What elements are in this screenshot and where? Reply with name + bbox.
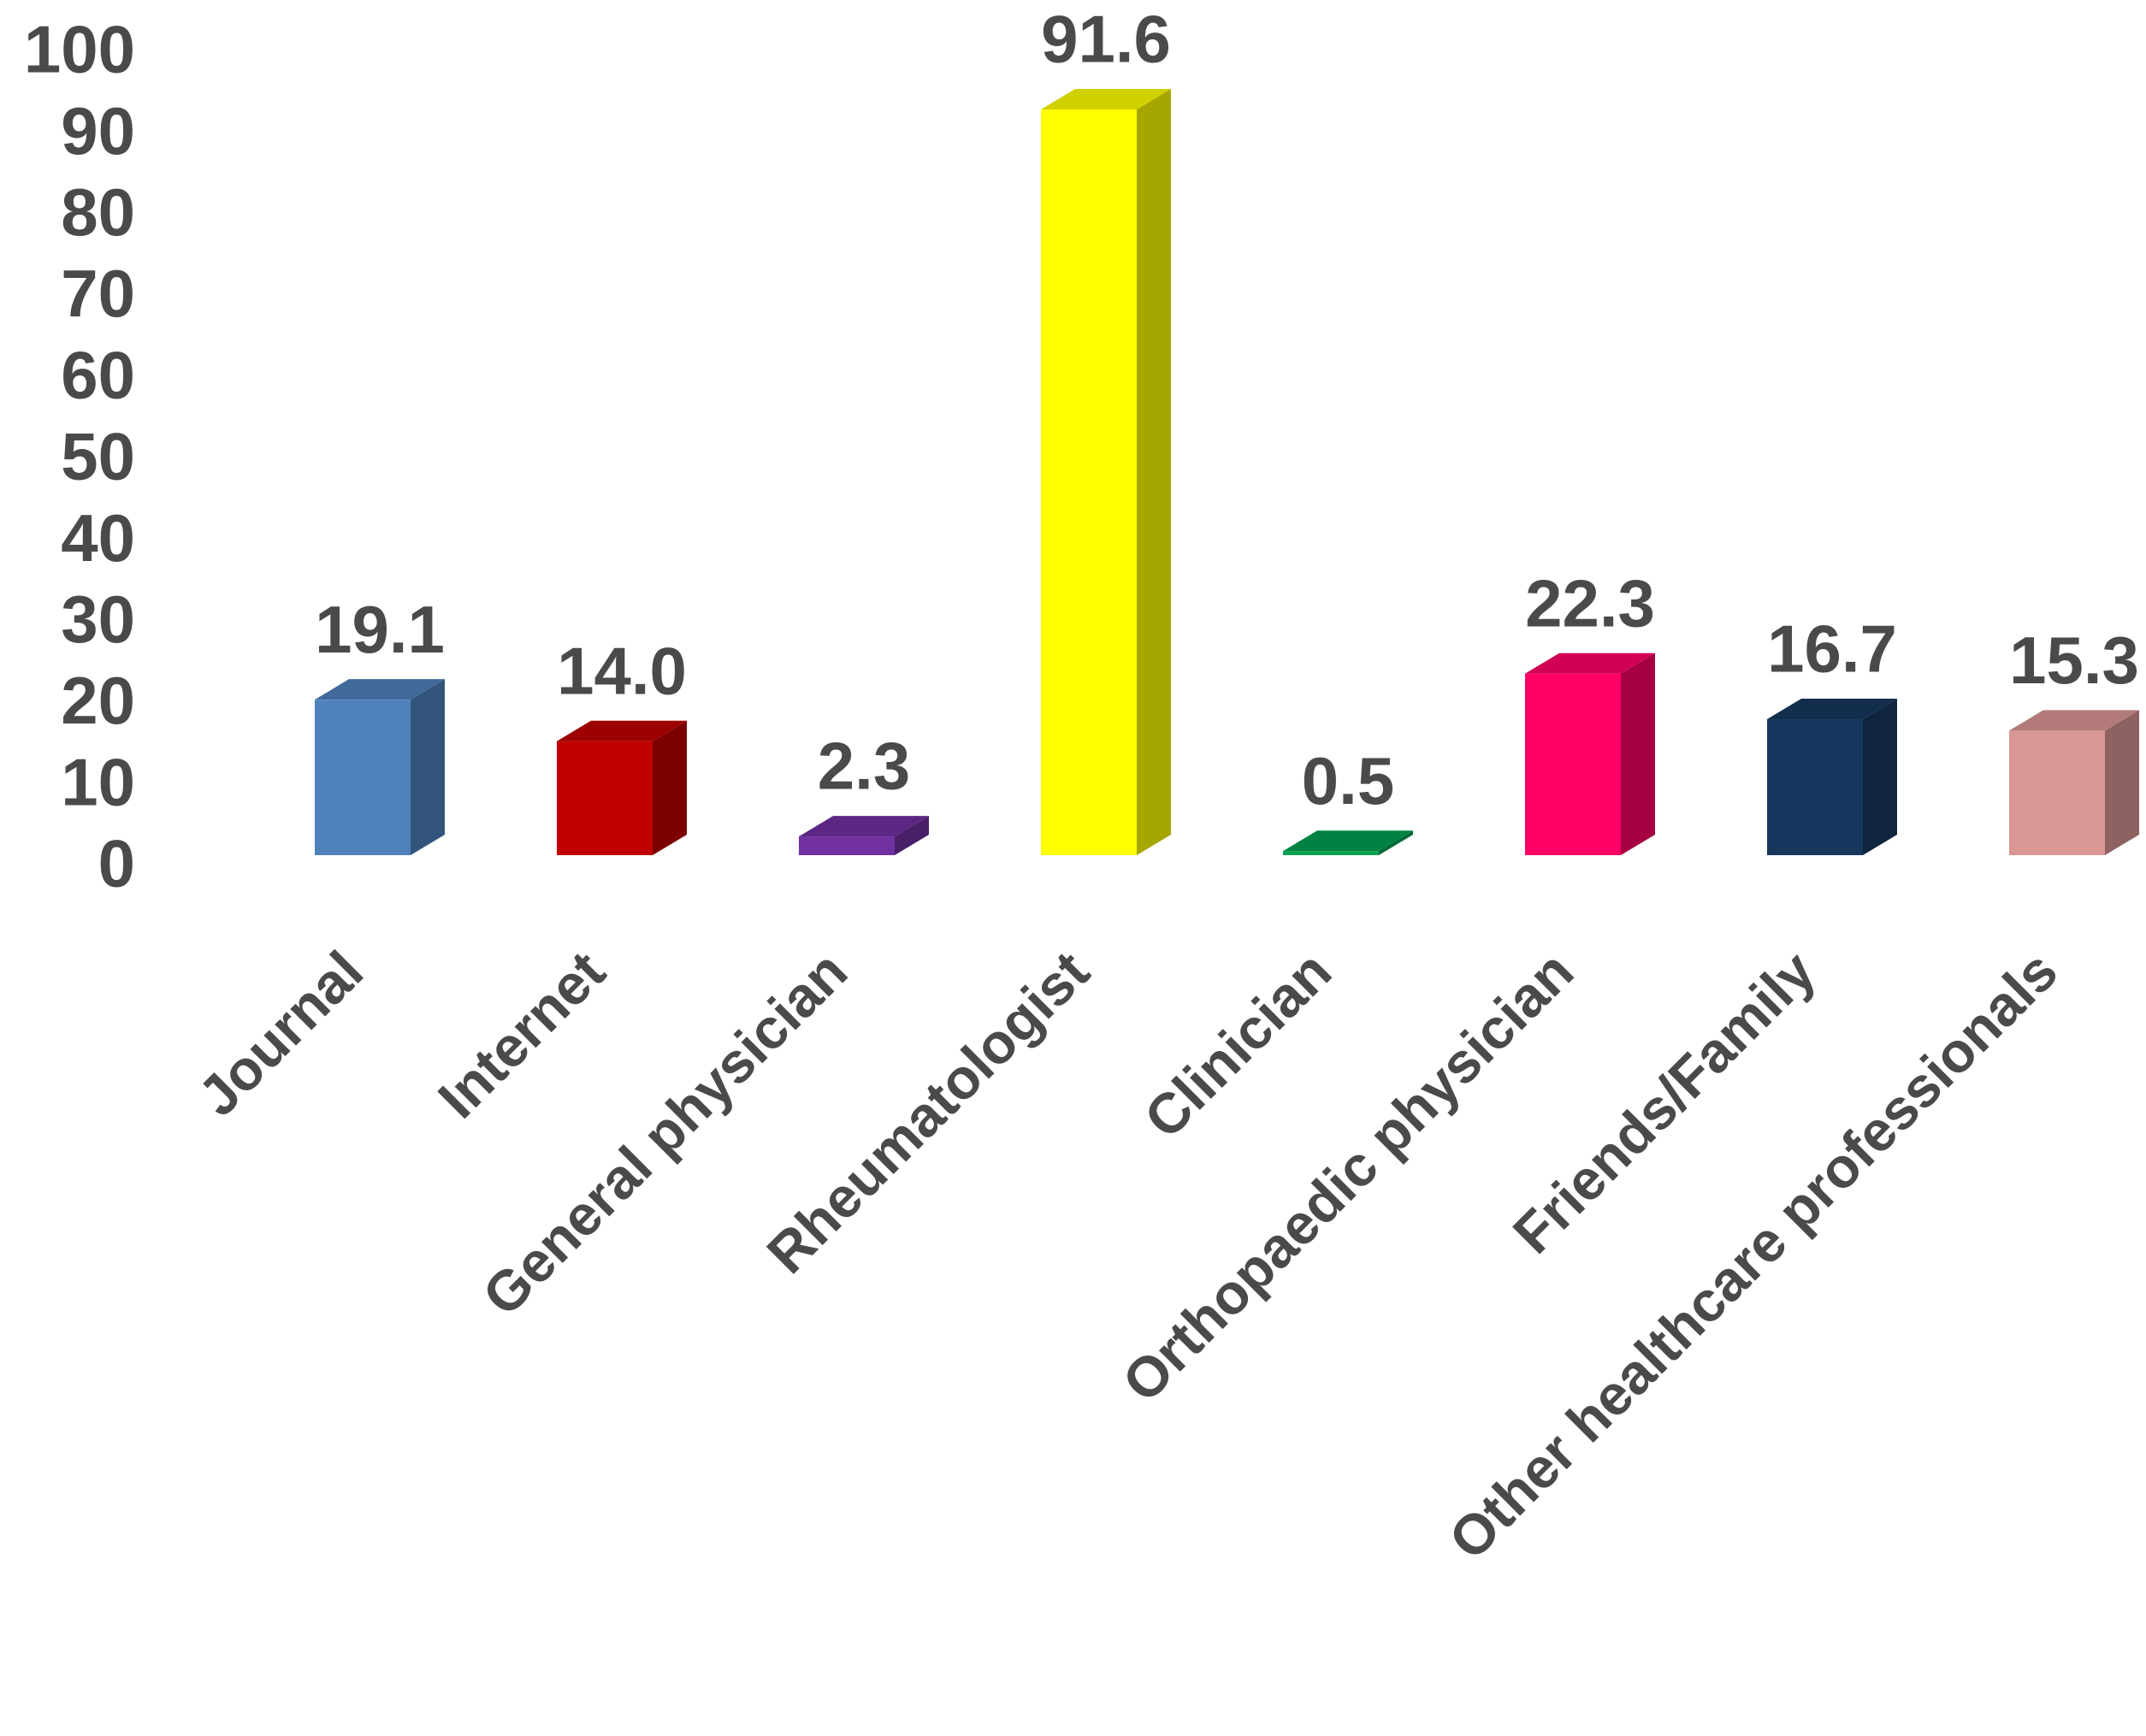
bar [315,700,411,855]
y-tick-label: 0 [98,826,135,901]
bar-top [557,720,687,741]
y-tick-label: 70 [61,256,135,331]
value-label: 19.1 [315,592,445,667]
bar [557,741,653,855]
bar-side [895,816,929,855]
bar-side [1379,830,1413,855]
bar-top [1283,830,1413,852]
x-tick-label: Internet [426,939,617,1130]
bar-top [799,816,929,837]
bar-top [315,679,445,700]
y-tick-label: 80 [61,174,135,250]
bar-top [2009,710,2139,731]
value-label: 0.5 [1302,743,1394,818]
value-label: 15.3 [2009,623,2139,698]
bar-side [1621,652,1655,855]
y-tick-label: 60 [61,337,135,412]
value-label: 16.7 [1767,611,1897,687]
bar-side [653,720,687,855]
y-tick-label: 40 [61,500,135,576]
x-tick-label: Orthopaedic physician [1110,939,1585,1414]
y-tick-label: 90 [61,93,135,168]
x-tick-label: Journal [186,939,375,1128]
bar [1767,719,1863,855]
bar-side [411,679,445,855]
value-label: 2.3 [818,729,910,804]
y-tick-label: 100 [24,12,135,87]
bar-top [1525,652,1655,674]
bar-side [1137,88,1171,855]
bar [1525,673,1621,855]
bar-top [1767,699,1897,720]
bar [799,836,895,855]
x-tick-label: Clinician [1132,939,1343,1150]
bar-side [1863,699,1897,855]
y-tick-label: 50 [61,419,135,494]
bar [2009,730,2105,855]
bar [1283,851,1379,855]
value-label: 14.0 [557,633,687,708]
y-tick-label: 20 [61,663,135,738]
bar-side [2105,710,2139,855]
value-label: 91.6 [1041,2,1171,77]
bar [1041,109,1137,855]
bar-top [1041,88,1171,109]
y-tick-label: 10 [61,744,135,819]
value-label: 22.3 [1525,565,1655,641]
y-tick-label: 30 [61,582,135,657]
